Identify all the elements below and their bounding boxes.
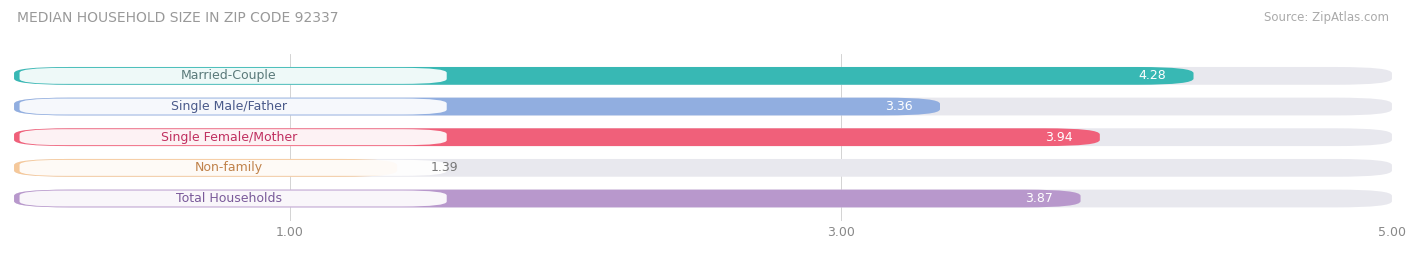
FancyBboxPatch shape	[20, 190, 447, 207]
FancyBboxPatch shape	[14, 98, 941, 115]
Text: 4.28: 4.28	[1139, 69, 1166, 82]
Text: Source: ZipAtlas.com: Source: ZipAtlas.com	[1264, 11, 1389, 24]
Text: 1.39: 1.39	[430, 161, 458, 174]
FancyBboxPatch shape	[14, 67, 1392, 85]
Text: Non-family: Non-family	[195, 161, 263, 174]
Text: Single Male/Father: Single Male/Father	[172, 100, 287, 113]
Text: 3.87: 3.87	[1025, 192, 1053, 205]
Text: 3.36: 3.36	[884, 100, 912, 113]
FancyBboxPatch shape	[20, 129, 447, 145]
FancyBboxPatch shape	[14, 67, 1194, 85]
FancyBboxPatch shape	[14, 190, 1392, 207]
Text: Total Households: Total Households	[176, 192, 283, 205]
FancyBboxPatch shape	[20, 68, 447, 84]
FancyBboxPatch shape	[14, 128, 1099, 146]
Text: MEDIAN HOUSEHOLD SIZE IN ZIP CODE 92337: MEDIAN HOUSEHOLD SIZE IN ZIP CODE 92337	[17, 11, 339, 25]
FancyBboxPatch shape	[14, 98, 1392, 115]
FancyBboxPatch shape	[14, 159, 1392, 177]
FancyBboxPatch shape	[14, 190, 1081, 207]
FancyBboxPatch shape	[14, 159, 396, 177]
Text: Single Female/Mother: Single Female/Mother	[160, 131, 297, 144]
FancyBboxPatch shape	[20, 160, 447, 176]
Text: Married-Couple: Married-Couple	[181, 69, 277, 82]
FancyBboxPatch shape	[14, 128, 1392, 146]
FancyBboxPatch shape	[20, 98, 447, 115]
Text: 3.94: 3.94	[1045, 131, 1073, 144]
